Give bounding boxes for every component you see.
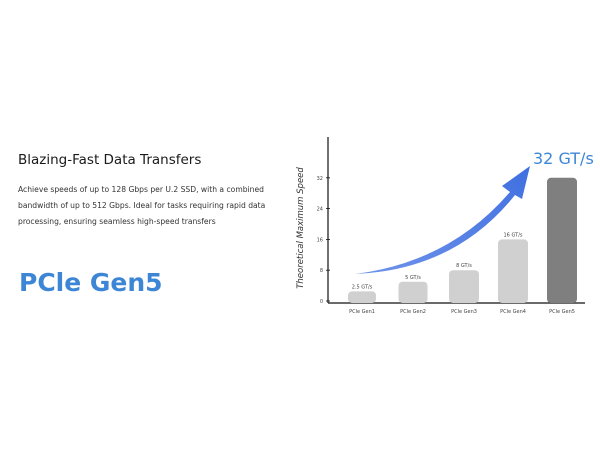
bar-data-label: 5 GT/s [405,275,421,281]
bar-data-label: 2.5 GT/s [352,284,373,290]
highlight-label: 32 GT/s [533,149,594,168]
section-heading: Blazing-Fast Data Transfers [18,152,202,168]
x-tick-label: PCle Gen5 [549,309,575,315]
y-tick-label: 24 [317,207,323,213]
bar-data-label: 8 GT/s [456,263,472,269]
x-tick-label: PCle Gen1 [349,309,375,315]
x-tick-label: PCle Gen3 [451,309,477,315]
bar-2 [398,281,428,303]
bar-4 [498,239,528,303]
bar-1 [348,291,376,303]
pcie-gen5-badge: PCle Gen5 [19,268,163,297]
y-tick-label: 8 [320,268,323,274]
y-tick-label: 16 [317,237,323,243]
bar-5 [547,177,577,303]
y-axis-label: Theoretical Maximum Speed [296,167,306,289]
bar-data-label: 16 GT/s [504,232,523,238]
section-description: Achieve speeds of up to 128 Gbps per U.2… [18,185,266,226]
bar-3 [449,270,479,303]
x-tick-label: PCle Gen4 [500,309,526,315]
y-tick-label: 32 [317,176,323,182]
x-tick-label: PCle Gen2 [400,309,426,315]
y-tick-label: 0 [320,299,323,305]
growth-arrow [355,166,530,274]
